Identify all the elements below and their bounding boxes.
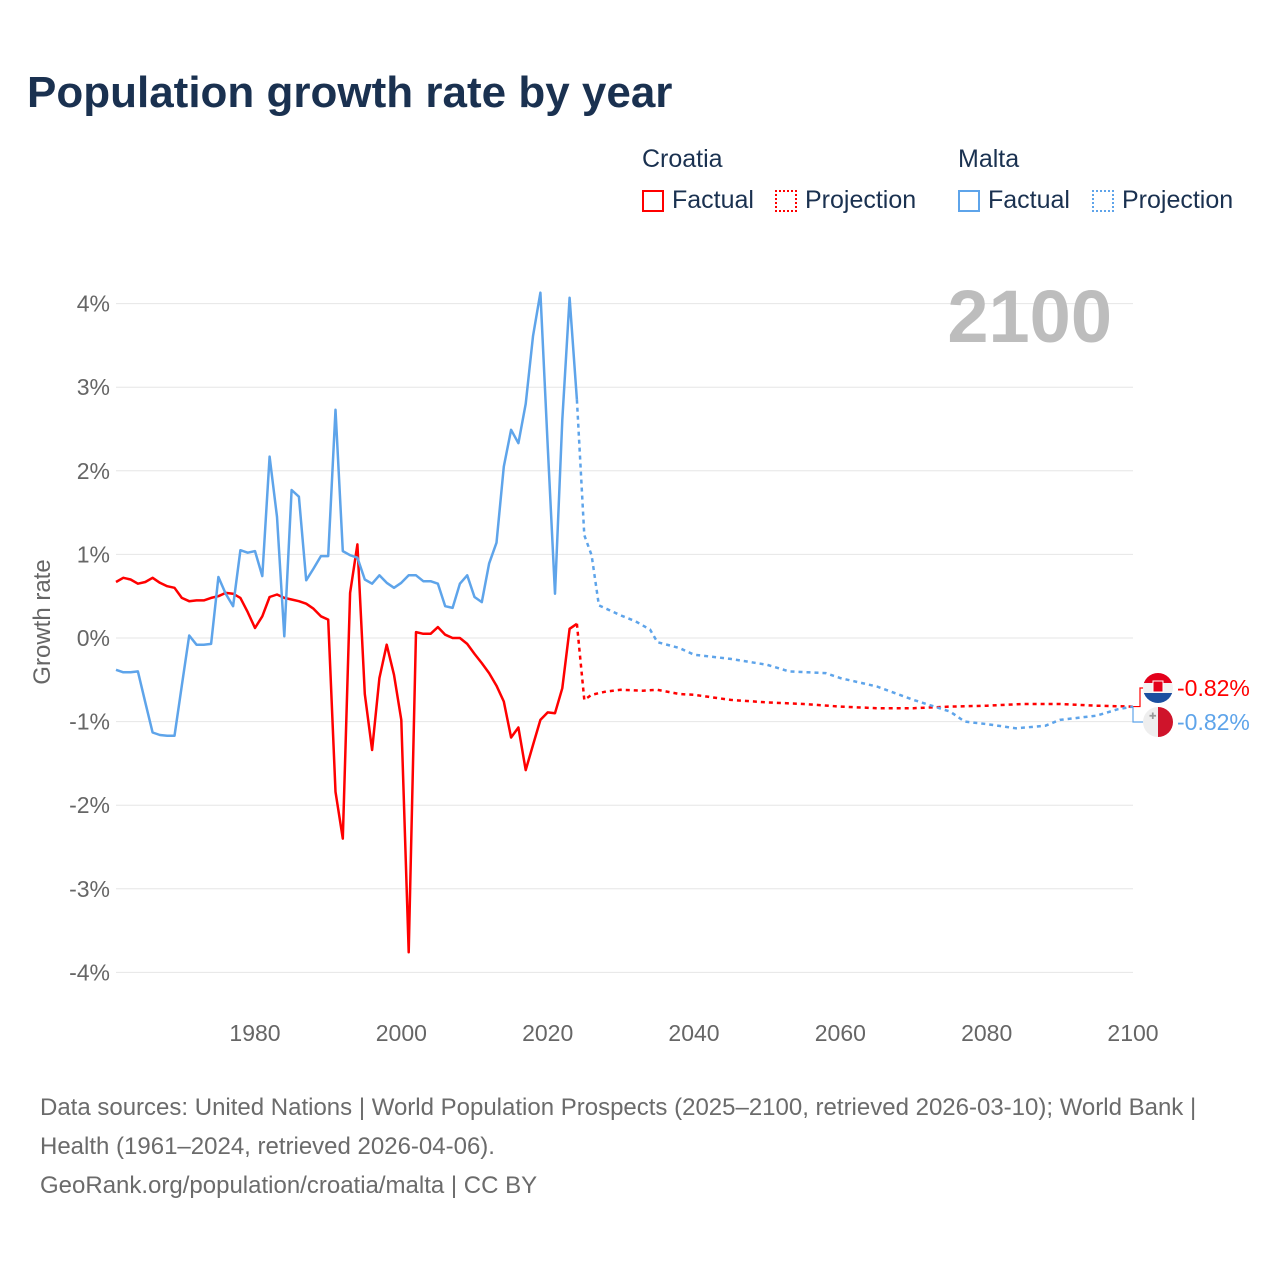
flag-shield [1152,680,1164,693]
legend-label: Factual [988,186,1070,214]
footer: Data sources: United Nations | World Pop… [40,1088,1240,1205]
legend-label: Projection [1122,186,1234,214]
end-value-label-malta: -0.82% [1177,709,1250,735]
x-tick-label: 2060 [815,1020,866,1046]
x-tick-label: 2000 [376,1020,427,1046]
y-tick-label: 2% [77,458,110,484]
series-line-croatia-projection [575,623,1134,710]
legend-label: Factual [672,186,754,214]
flag-croatia-icon [1143,673,1173,703]
legend-malta-factual[interactable]: Factual [958,186,1070,215]
flag-malta-icon: ✚ [1143,707,1173,737]
flag-stripes [1143,673,1173,703]
y-tick-label: 0% [77,625,110,651]
legend-croatia-projection[interactable]: Projection [775,186,916,215]
legend-malta-projection[interactable]: Projection [1092,186,1233,215]
end-label-connector [1133,687,1145,708]
end-value-label-croatia: -0.82% [1177,675,1250,701]
chart-title: Population growth rate by year [27,68,673,117]
x-tick-label: 2080 [961,1020,1012,1046]
legend-swatch-dotted [1092,189,1114,212]
series-line-malta-factual [115,291,579,738]
x-tick-label: 2020 [522,1020,573,1046]
y-axis-label: Growth rate [29,559,56,684]
flag-cross: ✚ [1149,711,1157,721]
y-tick-label: -4% [69,959,110,985]
series-line-croatia-factual [115,543,578,954]
legend-group-malta: Malta [958,145,1020,173]
flag-stripe [1143,673,1173,683]
y-tick-label: 1% [77,541,110,567]
legend-swatch-solid [642,189,664,212]
y-tick-label: 4% [77,291,110,317]
flag-half [1158,707,1173,737]
data-sources: Data sources: United Nations | World Pop… [40,1094,1197,1160]
x-tick-label: 2040 [668,1020,719,1046]
y-tick-label: -3% [69,876,110,902]
year-watermark: 2100 [947,275,1112,358]
y-tick-label: -2% [69,792,110,818]
y-tick-label: 3% [77,374,110,400]
y-tick-label: -1% [69,709,110,735]
legend-swatch-dotted [775,189,797,212]
legend-croatia-factual[interactable]: Factual [642,186,754,215]
end-label-connector [1132,706,1145,723]
series-line-malta-projection [575,399,1134,730]
flag-halves: ✚ [1143,707,1173,737]
flag-stripe [1143,693,1173,703]
credit-link[interactable]: GeoRank.org/population/croatia/malta | C… [40,1172,538,1199]
legend-label: Projection [805,186,917,214]
x-tick-label: 2100 [1107,1020,1158,1046]
legend-swatch-solid [958,189,980,212]
x-tick-label: 1980 [229,1020,280,1046]
flag-half [1143,707,1158,737]
legend-group-croatia: Croatia [642,145,723,173]
